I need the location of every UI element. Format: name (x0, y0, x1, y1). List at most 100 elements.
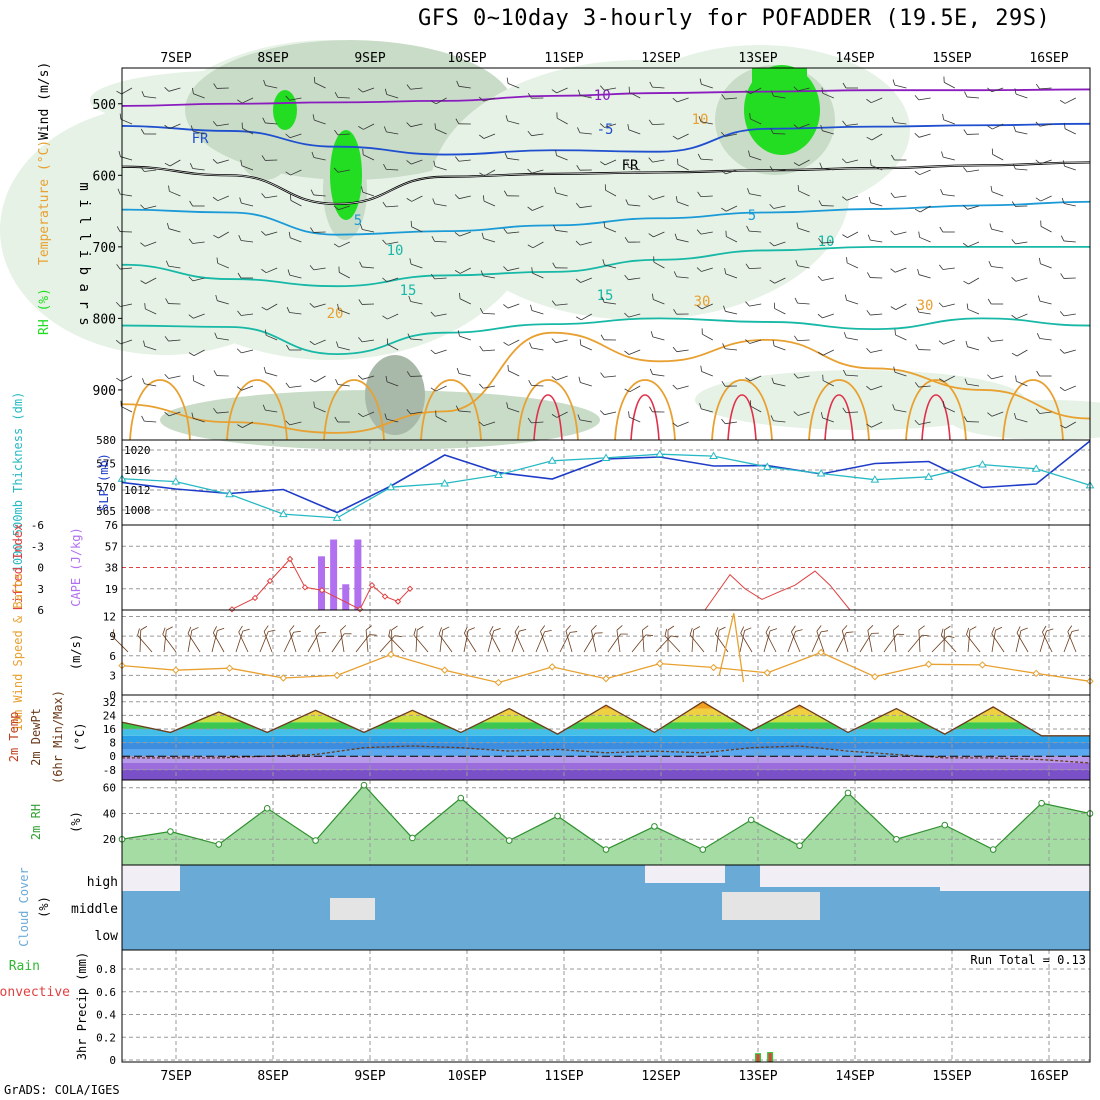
wind-barb-flag (431, 236, 435, 242)
wind-barb-shaft (677, 164, 689, 171)
wind-barb-ua (604, 184, 617, 197)
wind-barb-flag (770, 128, 774, 134)
wind-barb-flag (236, 348, 242, 354)
wind-barb-shaft (967, 346, 980, 351)
surface-wind-barb (112, 629, 129, 653)
wind-barb-ua (336, 341, 350, 351)
wind-barb-flag (503, 266, 508, 271)
wind-barb-ua (989, 223, 1004, 233)
wind-barb-shaft (458, 159, 471, 162)
wind-barb-shaft (773, 95, 786, 99)
wind-barb-shaft (870, 385, 883, 391)
surface-wind-barb (331, 633, 352, 653)
wind-barb-flag (724, 268, 727, 274)
wind-barb-flag (116, 264, 121, 270)
wind-barb-ua (698, 116, 713, 125)
wind-barb-ua (116, 87, 133, 95)
wind-barb-ua (793, 373, 810, 379)
wind-barb-flag (987, 298, 992, 305)
wind-barb-ua (261, 231, 278, 236)
wind-barb-ua (1038, 257, 1052, 269)
wind-barb-flag (144, 303, 146, 309)
wind-barb-ua (965, 340, 980, 351)
wind-barb-shaft (943, 339, 955, 345)
wind-barb-flag (1059, 349, 1065, 354)
wind-barb-shaft (628, 204, 641, 207)
wind-barb-flag (119, 113, 122, 120)
temperature-axis-label: Temperature (°C) (37, 140, 52, 265)
wind-barb-ua (527, 205, 544, 211)
wind-barb-shaft (458, 373, 471, 377)
bottom-day-label-6: 13SEP (738, 1069, 777, 1084)
surface-barb-flag (791, 625, 796, 632)
wind-barb-shaft (797, 339, 810, 342)
wind-barb-flag (575, 202, 581, 208)
wind-barb-ua (358, 411, 375, 418)
wind-barb-shaft (411, 195, 423, 202)
wind-barb-ua (745, 375, 762, 382)
wind-barb-flag (190, 125, 194, 132)
wind-barb-flag (189, 163, 194, 169)
wind-barb-shaft (798, 190, 810, 197)
surface-barb-flag (765, 625, 770, 633)
wind-barb-ua (527, 168, 544, 174)
surface-barb-flag (991, 626, 995, 634)
wind-barb-shaft (337, 169, 350, 173)
temp2m-line (121, 701, 1090, 737)
wind-barb-shaft (749, 303, 762, 307)
wind-barb-ua (721, 205, 738, 212)
wind-barb-ua (1060, 273, 1076, 279)
wind-barb-shaft (919, 236, 931, 243)
wind-barb-flag (142, 378, 145, 384)
wind-barb-flag (745, 263, 750, 269)
wind-barb-ua (892, 79, 907, 89)
wind-barb-flag (987, 412, 993, 417)
wind-barb-shaft (290, 237, 302, 243)
wind-barb-shaft (532, 272, 544, 279)
contour-label-5: 5 (748, 208, 756, 224)
wind-barb-shaft (168, 228, 181, 233)
wind-barb-ua (721, 94, 738, 100)
precip-frame (121, 949, 1091, 1063)
wind-barb-shaft (482, 312, 496, 315)
wind-barb-ua (696, 303, 713, 310)
wind-barb-ua (867, 234, 883, 243)
wind-barb-shaft (725, 97, 738, 100)
surface-barb-shaft (259, 631, 269, 653)
wind-barb-ua (842, 407, 859, 414)
wind-barb-shaft (822, 417, 834, 423)
chart-title: GFS 0~10day 3-hourly for POFADDER (19.5E… (418, 6, 1051, 31)
wind-barb-flag (575, 240, 581, 246)
wind-barb-ua (213, 83, 229, 89)
wind-barb-flag (336, 341, 339, 348)
wind-barb-shaft (797, 375, 810, 379)
wind-barb-flag (579, 339, 582, 346)
wind-barb-shaft (677, 201, 689, 207)
lifted-index-line-2 (704, 570, 851, 611)
surface-barb-shaft (487, 630, 495, 653)
wind-barb-ua (479, 345, 496, 352)
rh2m-marker-19 (1038, 799, 1045, 807)
surface-wind-barb (763, 628, 778, 653)
wind-barb-flag (748, 150, 751, 157)
wind-barb-flag (457, 330, 460, 337)
wind-barb-shaft (556, 87, 568, 94)
wind-barb-flag (673, 271, 678, 277)
surface-barb-shaft (740, 632, 753, 653)
wind-barb-flag (987, 87, 993, 93)
lifted-marker-1 (251, 594, 259, 602)
wind-barb-shaft (1064, 349, 1076, 354)
wind-barb-shaft (483, 238, 496, 243)
wind-barb-ua (672, 421, 689, 427)
wind-barb-shaft (701, 408, 713, 413)
wind-barb-ua (192, 375, 205, 387)
wind-barb-flag (773, 302, 776, 309)
wind-barb-shaft (1039, 123, 1052, 127)
surface-barb-shaft (187, 630, 193, 653)
rh2m-marker-11 (651, 823, 658, 830)
wind-barb-shaft (821, 167, 834, 171)
wind-barb-ua (261, 155, 278, 161)
wind-barb-flag (430, 311, 436, 317)
wind-barb-shaft (338, 205, 350, 211)
